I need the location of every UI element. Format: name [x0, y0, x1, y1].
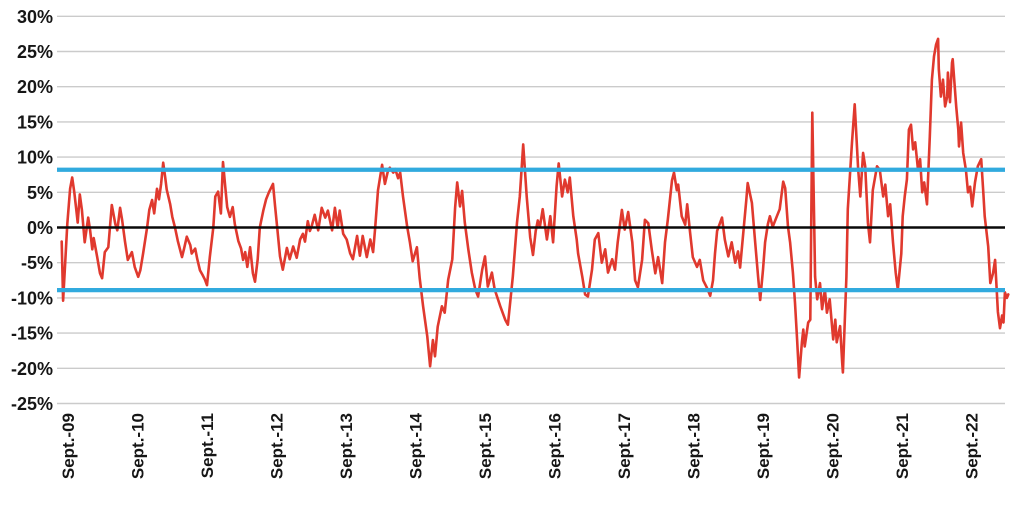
y-tick-label: 30%: [17, 7, 53, 27]
y-tick-label: -15%: [11, 324, 53, 344]
y-tick-label: -10%: [11, 288, 53, 308]
x-tick-label: Sept.-17: [615, 413, 634, 479]
y-tick-label: -20%: [11, 359, 53, 379]
x-tick-label: Sept.-19: [754, 413, 773, 479]
y-tick-label: 5%: [27, 183, 53, 203]
y-tick-label: -25%: [11, 394, 53, 414]
x-tick-label: Sept.-11: [198, 413, 217, 478]
y-tick-label: 10%: [17, 148, 53, 168]
x-tick-label: Sept.-10: [129, 413, 148, 479]
x-tick-label: Sept.-15: [476, 413, 495, 479]
y-tick-label: 20%: [17, 77, 53, 97]
x-tick-label: Sept.-09: [59, 413, 78, 479]
x-tick-label: Sept.-18: [685, 413, 704, 479]
x-tick-label: Sept.-12: [268, 413, 287, 479]
x-tick-label: Sept.-14: [407, 412, 426, 479]
y-tick-label: 15%: [17, 112, 53, 132]
y-tick-label: 0%: [27, 218, 53, 238]
x-tick-label: Sept.-20: [824, 413, 843, 479]
x-tick-label: Sept.-21: [893, 413, 912, 479]
x-tick-label: Sept.-16: [546, 413, 565, 479]
y-tick-label: 25%: [17, 42, 53, 62]
data-series-line: [60, 37, 1010, 379]
y-tick-label: -5%: [21, 253, 53, 273]
x-tick-label: Sept.-13: [337, 413, 356, 479]
x-tick-label: Sept.-22: [963, 413, 982, 479]
